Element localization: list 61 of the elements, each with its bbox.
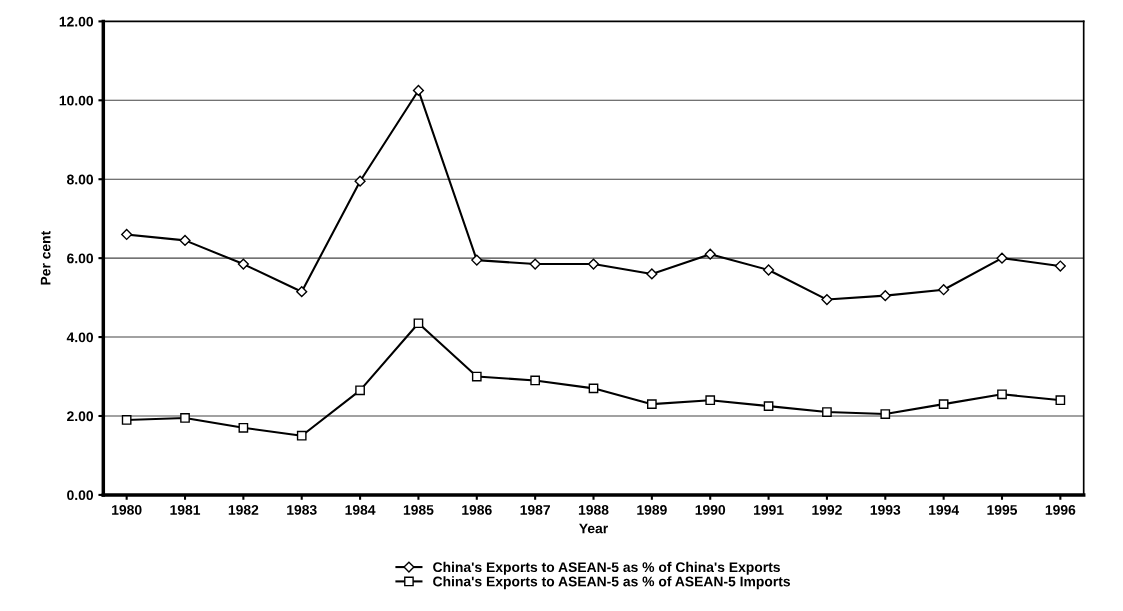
x-tick-label: 1986 [462, 505, 492, 515]
point [705, 395, 716, 406]
y-tick-label: 0.00 [67, 490, 94, 501]
x-tick-label: 1992 [812, 505, 842, 515]
x-tick-label: 1996 [1045, 505, 1076, 515]
point [879, 290, 891, 302]
x-tick-label: 1984 [345, 505, 376, 515]
x-tick-label: 1991 [754, 505, 784, 515]
x-tick-label: 1993 [870, 505, 901, 515]
point [1055, 395, 1066, 406]
y-axis-title: Per cent [40, 230, 51, 285]
legend-label: China's Exports to ASEAN-5 as % of China's Exports [433, 561, 780, 575]
y-tick-label: 10.00 [59, 95, 94, 106]
y-tick-label: 8.00 [67, 174, 94, 185]
x-tick-label: 1995 [987, 505, 1018, 515]
point [996, 252, 1008, 264]
point [179, 234, 191, 246]
y-tick-label: 2.00 [67, 411, 94, 422]
point [355, 385, 365, 396]
point [762, 264, 775, 276]
point [646, 268, 658, 280]
point [471, 371, 482, 382]
point [938, 284, 950, 296]
point [646, 399, 657, 410]
point [997, 389, 1007, 400]
point [1054, 260, 1066, 272]
point [704, 248, 716, 260]
x-tick-label: 1994 [929, 505, 960, 515]
point [413, 318, 424, 329]
y-tick-label: 12.00 [59, 16, 94, 27]
x-tick-label: 1988 [578, 505, 609, 515]
legend-label: China's Exports to ASEAN-5 as % of ASEAN-5 Imports [433, 576, 791, 590]
x-tick-label: 1982 [228, 505, 259, 515]
point [412, 84, 425, 97]
x-tick-label: 1989 [637, 505, 667, 515]
point [121, 228, 133, 241]
x-tick-label: 1990 [695, 505, 726, 515]
point [237, 258, 249, 270]
x-tick-label: 1987 [520, 505, 550, 515]
x-tick-label: 1983 [287, 505, 317, 515]
y-tick-label: 6.00 [67, 253, 94, 264]
point [354, 175, 366, 187]
y-tick-label: 4.00 [66, 332, 94, 343]
point [821, 293, 833, 306]
point [938, 399, 949, 410]
point [121, 415, 132, 425]
point [238, 422, 249, 433]
point [296, 286, 308, 298]
point [587, 258, 600, 270]
x-axis-title: Year [579, 523, 608, 534]
point [530, 375, 541, 386]
point [296, 430, 307, 441]
point [529, 258, 541, 270]
x-tick-label: 1985 [403, 505, 434, 515]
point [180, 413, 190, 423]
x-tick-label: 1981 [170, 505, 201, 515]
point [471, 254, 483, 266]
point [880, 409, 891, 419]
x-tick-label: 1980 [112, 505, 142, 515]
point [822, 407, 832, 417]
point [763, 401, 774, 411]
